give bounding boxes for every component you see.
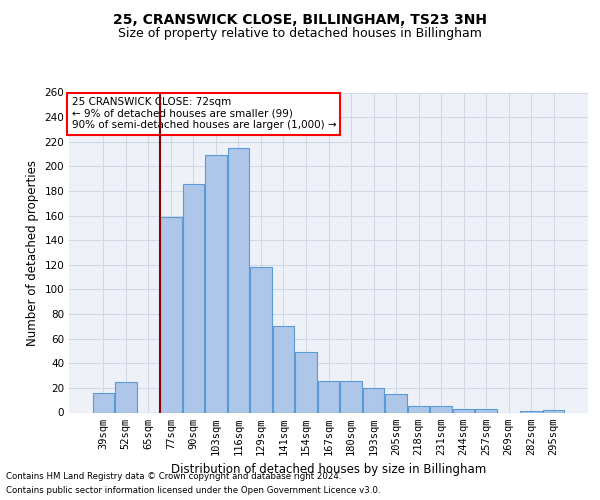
Y-axis label: Number of detached properties: Number of detached properties	[26, 160, 39, 346]
Bar	[160, 217, 182, 412]
Bar	[385, 394, 407, 412]
Bar	[273, 326, 294, 412]
Bar	[408, 406, 429, 412]
Bar	[115, 382, 137, 412]
Bar	[250, 268, 272, 412]
Bar	[318, 380, 339, 412]
Bar	[475, 409, 497, 412]
Bar	[295, 352, 317, 412]
Bar	[430, 406, 452, 412]
Text: 25, CRANSWICK CLOSE, BILLINGHAM, TS23 3NH: 25, CRANSWICK CLOSE, BILLINGHAM, TS23 3N…	[113, 12, 487, 26]
Text: Contains public sector information licensed under the Open Government Licence v3: Contains public sector information licen…	[6, 486, 380, 495]
Text: Contains HM Land Registry data © Crown copyright and database right 2024.: Contains HM Land Registry data © Crown c…	[6, 472, 341, 481]
Bar	[228, 148, 249, 412]
X-axis label: Distribution of detached houses by size in Billingham: Distribution of detached houses by size …	[171, 463, 486, 476]
Bar	[92, 393, 114, 412]
Bar	[182, 184, 204, 412]
Text: 25 CRANSWICK CLOSE: 72sqm
← 9% of detached houses are smaller (99)
90% of semi-d: 25 CRANSWICK CLOSE: 72sqm ← 9% of detach…	[71, 98, 336, 130]
Bar	[363, 388, 384, 412]
Bar	[453, 409, 475, 412]
Bar	[543, 410, 565, 412]
Text: Size of property relative to detached houses in Billingham: Size of property relative to detached ho…	[118, 28, 482, 40]
Bar	[205, 156, 227, 412]
Bar	[340, 380, 362, 412]
